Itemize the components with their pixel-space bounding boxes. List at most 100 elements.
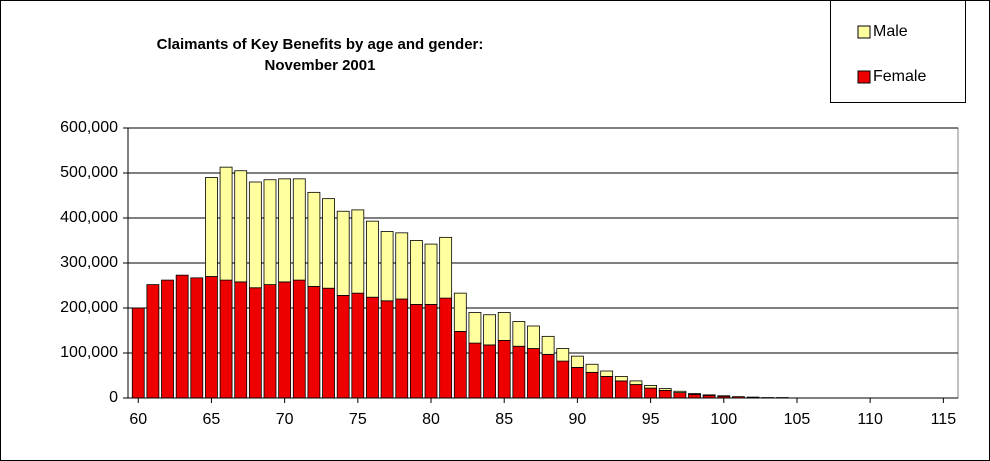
bar-segment — [322, 198, 335, 289]
bar-segment — [322, 287, 335, 399]
bar-segment — [600, 370, 614, 377]
bar-segment — [512, 345, 526, 399]
bar-segment — [205, 177, 218, 277]
bar-segment — [336, 210, 350, 296]
bar-segment — [658, 388, 672, 391]
bar-segment — [541, 353, 555, 399]
bar-segment — [483, 314, 496, 346]
bar-segment — [219, 279, 233, 399]
bar-segment — [278, 178, 292, 283]
bar-segment — [556, 360, 570, 399]
legend-swatch — [857, 25, 871, 39]
bar-segment — [512, 321, 526, 347]
bar-segment — [585, 371, 599, 399]
bar-segment — [219, 166, 233, 281]
bar-segment — [263, 284, 277, 399]
x-tick-label: 115 — [931, 411, 957, 428]
bar-segment — [248, 287, 262, 399]
bar-segment — [307, 191, 321, 287]
bar-segment — [483, 344, 496, 399]
bar-segment — [336, 294, 350, 399]
bar-segment — [570, 366, 584, 399]
x-tick-label: 95 — [642, 411, 660, 428]
bar-segment — [497, 312, 511, 341]
bar-segment — [439, 297, 453, 399]
bar-segment — [366, 220, 379, 298]
bar-segment — [527, 348, 540, 399]
bar-segment — [453, 292, 467, 332]
bar-segment — [424, 243, 438, 305]
chart-title: Claimants of Key Benefits by age and gen… — [157, 36, 484, 53]
bar-segment — [439, 236, 453, 299]
bar-segment — [366, 296, 379, 399]
x-tick-label: 60 — [129, 411, 147, 428]
x-tick-label: 105 — [784, 411, 811, 428]
x-tick-label: 80 — [422, 411, 440, 428]
y-tick-label: 200,000 — [60, 299, 118, 316]
bar-segment — [278, 281, 292, 399]
x-tick-label: 70 — [276, 411, 294, 428]
bar-segment — [629, 380, 643, 385]
bar-segment — [688, 393, 701, 399]
bar-segment — [453, 330, 467, 399]
y-tick-label: 300,000 — [60, 254, 118, 271]
bar-segment — [175, 274, 189, 399]
bar-segment — [629, 384, 643, 399]
bar-segment — [263, 179, 277, 285]
bar-segment — [556, 348, 570, 362]
y-tick-label: 100,000 — [60, 344, 118, 361]
legend-box — [830, 0, 966, 103]
bar-segment — [146, 284, 160, 399]
bar-segment — [190, 277, 204, 399]
bar-segment — [292, 279, 306, 399]
x-tick-label: 110 — [857, 411, 883, 428]
y-tick-label: 400,000 — [60, 209, 118, 226]
bar-segment — [409, 240, 423, 305]
bar-segment — [380, 231, 394, 302]
bar-segment — [380, 300, 394, 399]
bar-segment — [614, 380, 628, 399]
bar-segment — [527, 325, 540, 349]
bar-segment — [468, 342, 482, 399]
bar-segment — [205, 276, 218, 399]
bar-segment — [497, 339, 511, 399]
y-tick-label: 0 — [109, 389, 118, 406]
legend-label: Female — [873, 68, 926, 85]
bar-segment — [644, 384, 657, 389]
bar-segment — [585, 363, 599, 373]
bar-segment — [614, 375, 628, 382]
legend-swatch — [857, 70, 871, 84]
bar-segment — [131, 307, 145, 399]
bar-segment — [351, 292, 365, 399]
bar-segment — [424, 303, 438, 399]
bar-segment — [351, 209, 365, 294]
bar-segment — [234, 281, 248, 399]
bar-segment — [161, 279, 174, 399]
legend-label: Male — [873, 23, 908, 40]
bar-segment — [673, 390, 687, 394]
bar-segment — [395, 232, 409, 300]
bar-segment — [468, 312, 482, 344]
bar-segment — [570, 355, 584, 368]
y-tick-label: 600,000 — [60, 119, 118, 136]
chart-title: November 2001 — [265, 57, 376, 74]
bar-segment — [600, 375, 614, 399]
bar-segment — [541, 335, 555, 355]
bar-segment — [688, 393, 701, 395]
bar-segment — [234, 170, 248, 283]
x-tick-label: 65 — [203, 411, 221, 428]
bar-segment — [248, 181, 262, 289]
bar-segment — [644, 387, 657, 399]
bar-segment — [409, 303, 423, 399]
bar-segment — [307, 285, 321, 399]
y-tick-label: 500,000 — [60, 164, 118, 181]
bar-segment — [658, 389, 672, 399]
x-tick-label: 85 — [495, 411, 513, 428]
bar-segment — [292, 178, 306, 281]
x-tick-label: 100 — [710, 411, 737, 428]
x-tick-label: 75 — [349, 411, 367, 428]
bar-segment — [673, 392, 687, 399]
x-tick-label: 90 — [569, 411, 587, 428]
bar-segment — [395, 298, 409, 399]
